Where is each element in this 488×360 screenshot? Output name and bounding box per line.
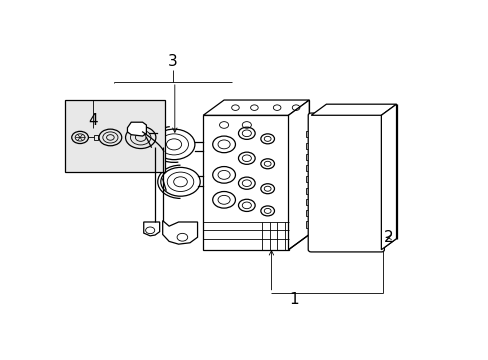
Bar xyxy=(319,122,372,243)
Text: 1: 1 xyxy=(289,292,298,307)
Bar xyxy=(305,199,312,205)
Bar xyxy=(305,154,312,160)
Text: 3: 3 xyxy=(168,54,178,69)
Bar xyxy=(305,210,312,216)
Bar xyxy=(326,167,350,176)
Polygon shape xyxy=(288,100,309,250)
Bar xyxy=(305,176,312,183)
Bar xyxy=(65,100,165,172)
Bar xyxy=(203,115,288,250)
Bar xyxy=(305,188,312,194)
Bar xyxy=(305,221,312,228)
Bar xyxy=(326,212,350,220)
FancyBboxPatch shape xyxy=(307,113,384,252)
Bar xyxy=(94,135,97,140)
Polygon shape xyxy=(127,122,146,136)
Polygon shape xyxy=(381,104,396,250)
Polygon shape xyxy=(143,222,159,236)
Bar xyxy=(305,165,312,171)
Bar xyxy=(305,131,312,138)
Bar xyxy=(305,143,312,149)
Text: 4: 4 xyxy=(88,113,98,128)
Polygon shape xyxy=(163,221,197,244)
Polygon shape xyxy=(311,104,396,115)
Text: 2: 2 xyxy=(384,230,393,245)
Polygon shape xyxy=(203,100,309,115)
